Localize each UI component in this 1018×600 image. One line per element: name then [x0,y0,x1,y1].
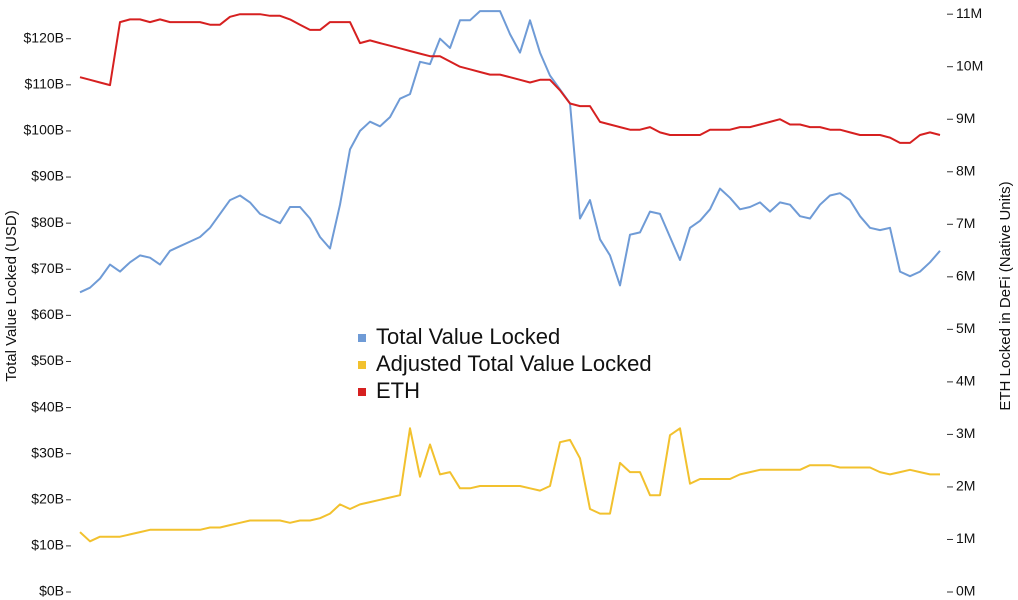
y-tick-label: $80B [31,214,64,230]
y2-tick-label: 5M [956,320,975,336]
series-line [79,13,941,144]
y-tick-label: $50B [31,352,64,368]
legend-marker [358,388,366,396]
y2-tick-label: 6M [956,268,975,284]
y2-tick-label: 7M [956,215,975,231]
y-tick-label: $0B [39,583,64,599]
y2-tick-label: 2M [956,478,975,494]
y-tick-label: $30B [31,444,64,460]
y2-tick-label: 10M [956,57,983,73]
y-tick-label: $40B [31,398,64,414]
y2-tick-label: 8M [956,162,975,178]
y-tick-label: $60B [31,306,64,322]
y2-tick-label: 9M [956,110,975,126]
legend-label: Total Value Locked [376,324,560,349]
legend-marker [358,361,366,369]
y-tick-label: $70B [31,260,64,276]
y2-axis-title: ETH Locked in DeFi (Native Units) [997,181,1014,410]
legend-marker [358,334,366,342]
y-tick-label: $100B [24,122,64,138]
y-tick-label: $90B [31,168,64,184]
y-tick-label: $120B [24,29,64,45]
y-tick-label: $20B [31,490,64,506]
series-line [79,427,940,543]
y2-tick-label: 1M [956,530,975,546]
y-axis-title: Total Value Locked (USD) [3,210,20,381]
y2-tick-label: 0M [956,583,975,599]
legend-label: ETH [376,378,420,403]
y-tick-label: $10B [31,537,64,553]
y-tick-label: $110B [25,76,64,92]
legend-label: Adjusted Total Value Locked [376,351,652,376]
y2-tick-label: 11M [956,5,982,21]
y2-tick-label: 3M [956,425,975,441]
y2-tick-label: 4M [956,373,975,389]
series-line [79,10,941,294]
